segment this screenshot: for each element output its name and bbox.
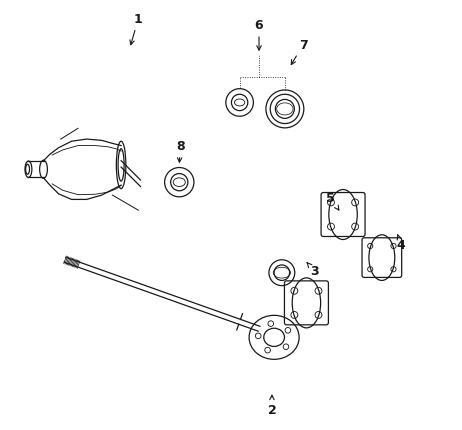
Text: 7: 7	[291, 39, 308, 65]
Text: 3: 3	[307, 263, 318, 277]
Text: 6: 6	[255, 19, 263, 51]
Text: 1: 1	[130, 13, 143, 46]
Text: 8: 8	[176, 140, 184, 163]
Text: 5: 5	[326, 191, 339, 211]
Text: 2: 2	[267, 395, 276, 416]
Text: 4: 4	[397, 235, 406, 252]
